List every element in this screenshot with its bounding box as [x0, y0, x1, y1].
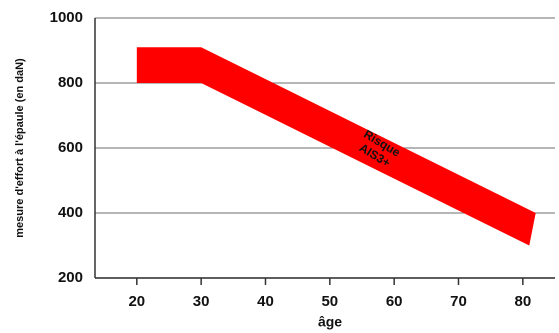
y-tick-label: 600: [58, 139, 83, 156]
y-tick-label: 200: [58, 269, 83, 286]
x-tick-label: 80: [514, 293, 531, 310]
y-tick-label: 800: [58, 74, 83, 91]
y-axis-label: mesure d'effort à l'épaule (en daN): [14, 58, 26, 238]
x-tick-label: 50: [321, 293, 338, 310]
x-tick-label: 60: [386, 293, 403, 310]
x-axis-label: âge: [318, 314, 342, 330]
x-tick-label: 70: [450, 293, 467, 310]
y-tick-label: 400: [58, 204, 83, 221]
y-tick-label: 1000: [50, 9, 83, 26]
x-tick-label: 40: [257, 293, 274, 310]
x-tick-label: 20: [128, 293, 145, 310]
x-tick-label: 30: [193, 293, 210, 310]
range-band: [136, 47, 536, 246]
